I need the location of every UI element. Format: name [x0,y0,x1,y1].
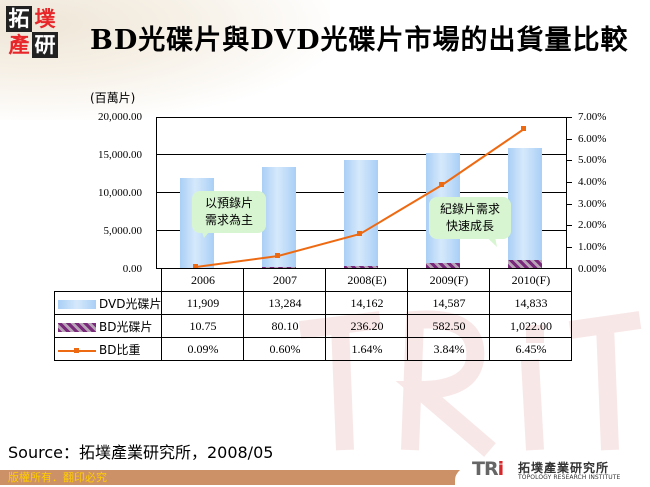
table-row: BD比重 0.09% 0.60% 1.64% 3.84% 6.45% [53,337,573,361]
table-cell: 14,587 [407,291,491,315]
page-title: BD光碟片與DVD光碟片市場的出貨量比較 [90,25,629,56]
legend-label: BD比重 [99,342,141,357]
table-header: 2008(E) [325,268,409,292]
table-cell: 0.09% [161,337,245,361]
bar-bd-2010 [508,260,542,268]
callout-recordable: 紀錄片需求 快速成長 [429,197,511,239]
bar-dvd-2008 [344,160,378,268]
table-row: BD光碟片 10.75 80.10 236.20 582.50 1,022.00 [53,314,573,338]
table-header: 2007 [243,268,327,292]
y-axis-unit-label: (百萬片) [90,91,136,105]
legend-swatch-bd [58,322,96,332]
right-axis-tick: 4.00% [578,176,607,188]
right-axis-tick: 5.00% [578,154,607,166]
table-header: 2006 [161,268,245,292]
bar-bd-2007 [262,267,296,268]
table-cell: 13,284 [243,291,327,315]
callout-text: 需求為主 [204,213,253,227]
table-cell: 80.10 [243,314,327,338]
bar-dvd-2010 [508,148,542,268]
gridline [157,154,566,155]
right-axis-tickmark [567,225,572,226]
callout-pointer [480,231,497,247]
right-axis-tickmark [567,117,572,118]
table-header: 2010(F) [489,268,573,292]
table-cell: 0.60% [243,337,327,361]
table-cell: 236.20 [325,314,409,338]
tri-logo-text: TR [472,458,499,480]
logo-char: 研 [32,32,58,58]
bar-bd-2008 [344,266,378,268]
table-cell: 1.64% [325,337,409,361]
legend-line-marker-icon [58,346,96,355]
callout-pointer [200,226,214,238]
right-axis-tick: 2.00% [578,219,607,231]
left-axis-tick: 15,000.00 [98,149,142,161]
right-axis-tickmark [567,247,572,248]
table-corner [54,268,163,292]
source-note: Source：拓墣產業研究所，2008/05 [8,443,274,462]
callout-text: 紀錄片需求 [439,202,500,216]
table-header: 2009(F) [407,268,491,292]
table-row-label: DVD光碟片 [53,291,163,315]
bar-dvd-2007 [262,167,296,268]
logo-char: 拓 [6,6,32,32]
callout-text: 快速成長 [445,219,494,233]
plot-area [156,117,567,269]
right-axis-tickmark [567,139,572,140]
legend-swatch-dvd [58,299,96,309]
right-axis-tick: 3.00% [578,198,607,210]
table-cell: 582.50 [407,314,491,338]
right-axis-tick: 1.00% [578,241,607,253]
bd-ratio-line [193,126,526,269]
logo-char: 墣 [34,7,56,31]
table-cell: 10.75 [161,314,245,338]
table-cell: 11,909 [161,291,245,315]
left-axis-tick: 5,000.00 [103,225,143,237]
legend-label: DVD光碟片 [99,296,162,311]
left-axis-tick: 10,000.00 [98,187,142,199]
right-axis-tick: 0.00% [578,263,607,275]
org-name-cn: 拓墣產業研究所 [518,461,610,475]
logo-char: 產 [8,33,30,57]
data-table: 2006 2007 2008(E) 2009(F) 2010(F) DVD光碟片… [53,268,573,361]
table-cell: 14,162 [325,291,409,315]
legend-label: BD光碟片 [99,319,153,334]
table-cell: 6.45% [489,337,573,361]
callout-text: 以預錄片 [204,196,253,210]
left-axis-tick: 20,000.00 [98,111,142,123]
copyright-text: 版權所有．翻印必究 [8,471,107,484]
logo: 拓 墣 產 研 [6,6,58,58]
footer-curve [455,462,650,487]
table-cell: 1,022.00 [489,314,573,338]
table-row: DVD光碟片 11,909 13,284 14,162 14,587 14,83… [53,291,573,315]
right-axis-tick: 7.00% [578,111,607,123]
right-axis-tick: 6.00% [578,133,607,145]
header-background [0,0,330,120]
right-axis-tickmark [567,182,572,183]
table-cell: 14,833 [489,291,573,315]
org-name-en: TOPOLOGY RESEARCH INSTITUTE [518,474,621,481]
tri-logo-accent: i [497,458,504,480]
right-axis-tickmark [567,204,572,205]
table-row-label: BD光碟片 [53,314,163,338]
table-cell: 3.84% [407,337,491,361]
right-axis-tickmark [567,160,572,161]
bar-bd-2009 [426,263,460,268]
table-row-label: BD比重 [53,337,163,361]
tri-logo: TRi [472,458,504,480]
